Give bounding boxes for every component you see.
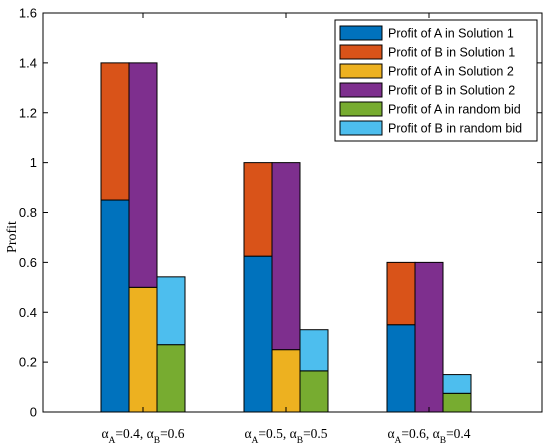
subscript: B bbox=[297, 436, 303, 444]
bar-segment bbox=[271, 162, 301, 351]
y-axis-title: Profit bbox=[5, 221, 20, 253]
label-part: =0.6, bbox=[401, 426, 432, 441]
x-category-label: αA=0.4, αB=0.6 bbox=[101, 426, 184, 444]
bar-segment bbox=[299, 329, 329, 372]
label-part: α bbox=[290, 426, 297, 441]
label-part: α bbox=[147, 426, 154, 441]
y-tick-label: 0.2 bbox=[19, 355, 37, 370]
bars-layer bbox=[100, 62, 472, 413]
label-part: =0.4, bbox=[115, 426, 146, 441]
label-part: α bbox=[244, 426, 251, 441]
bar-segment bbox=[100, 62, 130, 201]
legend-swatch bbox=[339, 25, 383, 41]
bar-segment bbox=[386, 324, 416, 413]
bar-segment bbox=[271, 349, 301, 413]
label-part: =0.6 bbox=[160, 426, 185, 441]
legend: Profit of A in Solution 1 Profit of B in … bbox=[334, 19, 538, 142]
legend-entry: Profit of B in random bid bbox=[388, 122, 522, 136]
x-category-labels: αA=0.4, αB=0.6 αA=0.5, αB=0.5 αA=0.6, αB=0… bbox=[101, 426, 470, 444]
axes-layer: 0 0.2 0.4 0.6 0.8 1 1.2 1.4 1.6 bbox=[19, 6, 543, 420]
bar-segment bbox=[442, 392, 472, 413]
bar-segment bbox=[442, 374, 472, 394]
bar-segment bbox=[156, 276, 186, 346]
y-tick-label: 0 bbox=[30, 405, 37, 420]
subscript: B bbox=[154, 436, 160, 444]
bar-segment bbox=[243, 255, 273, 413]
y-tick-label: 1 bbox=[30, 155, 37, 170]
y-tick-label: 0.4 bbox=[19, 305, 37, 320]
bar-segment bbox=[386, 261, 416, 326]
y-tick-label: 1.6 bbox=[19, 6, 37, 21]
legend-entry: Profit of A in Solution 2 bbox=[388, 65, 514, 79]
label-part: α bbox=[101, 426, 108, 441]
label-part: =0.4 bbox=[446, 426, 471, 441]
bar-segment bbox=[100, 199, 130, 413]
y-tick-label: 0.6 bbox=[19, 255, 37, 270]
legend-swatch bbox=[339, 63, 383, 79]
subscript: A bbox=[395, 436, 402, 444]
legend-entry: Profit of B in Solution 1 bbox=[388, 46, 515, 60]
subscript: A bbox=[109, 436, 116, 444]
y-tick-label: 1.2 bbox=[19, 105, 37, 120]
bar-segment bbox=[156, 344, 186, 413]
bar-segment bbox=[414, 261, 444, 413]
legend-entry: Profit of B in Solution 2 bbox=[388, 84, 515, 98]
legend-swatch bbox=[339, 120, 383, 136]
label-part: α bbox=[433, 426, 440, 441]
x-category-label: αA=0.5, αB=0.5 bbox=[244, 426, 327, 444]
legend-swatch bbox=[339, 101, 383, 117]
bar-segment bbox=[243, 162, 273, 257]
legend-entry: Profit of A in random bid bbox=[388, 103, 521, 117]
subscript: A bbox=[252, 436, 259, 444]
bar-segment bbox=[128, 286, 158, 413]
legend-swatch bbox=[339, 44, 383, 60]
legend-swatch bbox=[339, 82, 383, 98]
subscript: B bbox=[440, 436, 446, 444]
bar-segment bbox=[299, 370, 329, 413]
label-part: α bbox=[387, 426, 394, 441]
legend-entry: Profit of A in Solution 1 bbox=[388, 27, 514, 41]
y-tick-label: 1.4 bbox=[19, 55, 37, 70]
label-part: =0.5 bbox=[303, 426, 328, 441]
label-part: =0.5, bbox=[258, 426, 289, 441]
y-tick-label: 0.8 bbox=[19, 205, 37, 220]
bar-segment bbox=[128, 62, 158, 288]
x-category-label: αA=0.6, αB=0.4 bbox=[387, 426, 470, 444]
